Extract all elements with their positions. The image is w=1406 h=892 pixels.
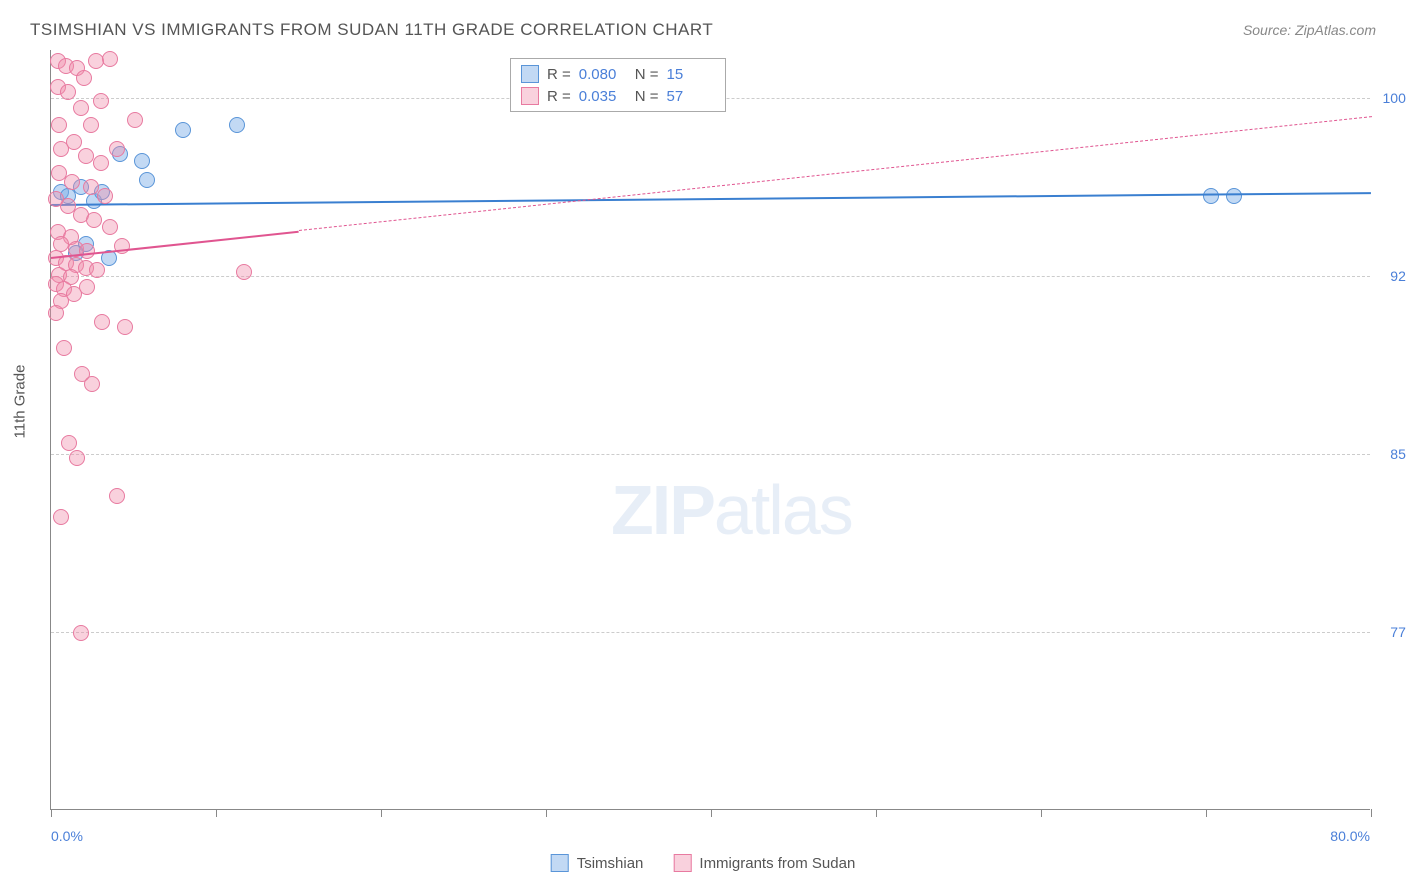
- scatter-point: [79, 279, 95, 295]
- gridline-h: [51, 454, 1370, 455]
- trendline-solid: [51, 193, 1371, 207]
- scatter-point: [139, 172, 155, 188]
- scatter-point: [236, 264, 252, 280]
- y-axis-tick-label: 85.0%: [1390, 446, 1406, 462]
- legend-label-series2: Immigrants from Sudan: [699, 855, 855, 872]
- scatter-point: [88, 53, 104, 69]
- y-axis-tick-label: 92.5%: [1390, 268, 1406, 284]
- gridline-h: [51, 632, 1370, 633]
- watermark-bold: ZIP: [611, 471, 714, 549]
- chart-plot-area: ZIPatlas 0.0% 80.0% 77.5%85.0%92.5%100.0…: [50, 50, 1370, 810]
- scatter-point: [102, 51, 118, 67]
- stat-r-label: R =: [547, 66, 571, 83]
- y-axis-tick-label: 100.0%: [1383, 90, 1406, 106]
- stat-n-label: N =: [635, 66, 659, 83]
- scatter-point: [97, 188, 113, 204]
- stat-r-label: R =: [547, 88, 571, 105]
- scatter-point: [93, 93, 109, 109]
- scatter-point: [76, 70, 92, 86]
- stat-n-label: N =: [635, 88, 659, 105]
- stat-n-value: 15: [667, 66, 715, 83]
- x-axis-tick: [876, 809, 877, 817]
- scatter-point: [1203, 188, 1219, 204]
- x-axis-tick: [711, 809, 712, 817]
- scatter-point: [73, 625, 89, 641]
- scatter-point: [60, 84, 76, 100]
- scatter-point: [78, 148, 94, 164]
- chart-title: TSIMSHIAN VS IMMIGRANTS FROM SUDAN 11TH …: [30, 20, 713, 40]
- scatter-point: [102, 219, 118, 235]
- watermark-light: atlas: [714, 471, 852, 549]
- x-axis-tick: [381, 809, 382, 817]
- scatter-point: [109, 488, 125, 504]
- legend: Tsimshian Immigrants from Sudan: [551, 854, 856, 872]
- legend-swatch-series1: [551, 854, 569, 872]
- scatter-point: [134, 153, 150, 169]
- y-axis-tick-label: 77.5%: [1390, 624, 1406, 640]
- scatter-point: [79, 243, 95, 259]
- scatter-point: [53, 509, 69, 525]
- scatter-point: [69, 450, 85, 466]
- trendline-dashed: [298, 116, 1371, 231]
- stat-r-value: 0.080: [579, 66, 627, 83]
- correlation-stats-box: R = 0.080 N = 15 R = 0.035 N = 57: [510, 58, 726, 112]
- stats-row: R = 0.035 N = 57: [521, 85, 715, 107]
- scatter-point: [56, 340, 72, 356]
- stats-row: R = 0.080 N = 15: [521, 63, 715, 85]
- source-attribution: Source: ZipAtlas.com: [1243, 22, 1376, 38]
- y-axis-title: 11th Grade: [12, 365, 29, 439]
- stats-swatch: [521, 87, 539, 105]
- legend-item-series1: Tsimshian: [551, 854, 644, 872]
- scatter-point: [89, 262, 105, 278]
- scatter-point: [1226, 188, 1242, 204]
- watermark: ZIPatlas: [611, 470, 852, 550]
- scatter-point: [229, 117, 245, 133]
- scatter-point: [109, 141, 125, 157]
- scatter-point: [64, 174, 80, 190]
- scatter-point: [51, 117, 67, 133]
- x-axis-tick: [51, 809, 52, 817]
- stat-n-value: 57: [667, 88, 715, 105]
- x-axis-tick: [1041, 809, 1042, 817]
- x-axis-tick: [1371, 809, 1372, 817]
- x-axis-min-label: 0.0%: [51, 828, 83, 844]
- scatter-point: [53, 141, 69, 157]
- stat-r-value: 0.035: [579, 88, 627, 105]
- scatter-point: [86, 212, 102, 228]
- scatter-point: [117, 319, 133, 335]
- legend-item-series2: Immigrants from Sudan: [673, 854, 855, 872]
- x-axis-tick: [216, 809, 217, 817]
- scatter-point: [93, 155, 109, 171]
- x-axis-tick: [546, 809, 547, 817]
- legend-swatch-series2: [673, 854, 691, 872]
- scatter-point: [73, 100, 89, 116]
- x-axis-tick: [1206, 809, 1207, 817]
- scatter-point: [175, 122, 191, 138]
- x-axis-max-label: 80.0%: [1330, 828, 1370, 844]
- scatter-point: [48, 305, 64, 321]
- legend-label-series1: Tsimshian: [577, 855, 644, 872]
- scatter-point: [94, 314, 110, 330]
- scatter-point: [83, 117, 99, 133]
- scatter-point: [84, 376, 100, 392]
- scatter-point: [127, 112, 143, 128]
- scatter-point: [83, 179, 99, 195]
- stats-swatch: [521, 65, 539, 83]
